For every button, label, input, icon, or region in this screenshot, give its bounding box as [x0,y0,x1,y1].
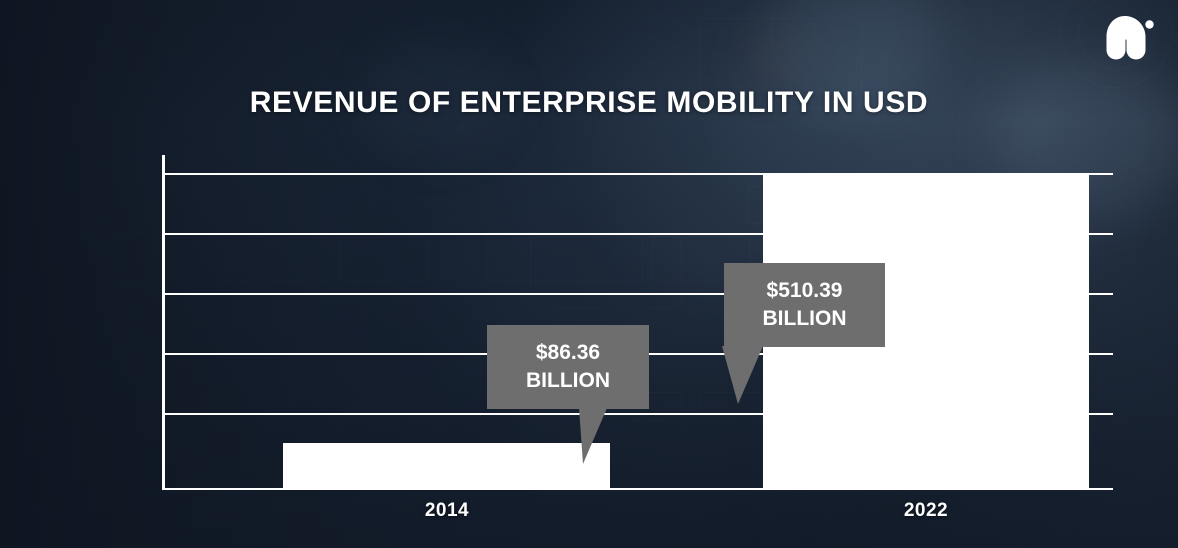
gridline-500 [165,173,1113,175]
gridline-100 [165,413,1113,415]
company-logo [1094,10,1156,68]
data-label-callout-2022: $510.39 BILLION [724,263,885,347]
callout-value-2022: $510.39 [766,279,843,303]
y-axis-line [162,155,165,490]
callout-unit-2022: BILLION [762,307,847,330]
data-label-callout-2014: $86.36 BILLION [487,325,649,409]
x-tick-label-2014: 2014 [424,500,470,521]
gridline-300 [165,293,1113,295]
chart-title: REVENUE OF ENTERPRISE MOBILITY IN USD [249,86,929,119]
gridline-400 [165,233,1113,235]
callout-unit-2014: BILLION [526,369,610,392]
bar-2014[interactable] [283,443,610,488]
callout-value-2014: $86.36 [535,341,601,365]
x-axis-baseline [165,488,1113,490]
plot-area: $500B $400B $300B $200B $100B $0 2014 20… [162,155,1113,521]
callout-tail-2014 [567,408,627,468]
x-tick-label-2022: 2022 [903,500,949,521]
callout-tail-2022 [718,346,788,408]
